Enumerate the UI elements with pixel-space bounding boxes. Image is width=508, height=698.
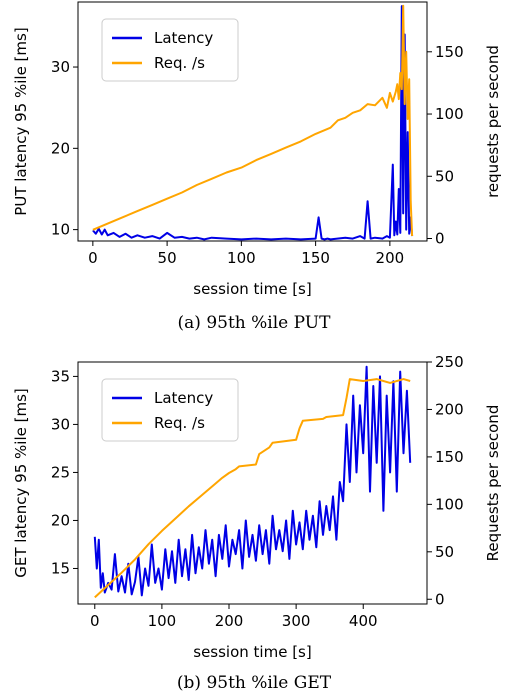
- figure-caption: (b) 95th %ile GET: [177, 673, 332, 693]
- y-right-tick-label: 100: [435, 495, 464, 513]
- x-tick-label: 300: [282, 612, 311, 630]
- x-tick-label: 200: [215, 612, 244, 630]
- y-right-tick-label: 50: [435, 167, 454, 185]
- x-tick-label: 200: [376, 249, 405, 267]
- series-line-requests: [92, 4, 414, 237]
- x-tick-label: 150: [301, 249, 330, 267]
- y-right-tick-label: 150: [435, 448, 464, 466]
- y-right-tick-label: 0: [435, 590, 445, 608]
- y-left-axis-label: GET latency 95 %ile [ms]: [12, 388, 30, 577]
- y-left-tick-label: 15: [51, 559, 70, 577]
- chart-get: 0 100 200 300 400 15 20 25 30 35 0 50 100 150 200 250 se…: [12, 353, 502, 693]
- y-right-tick-label: 100: [435, 105, 464, 123]
- x-tick-label: 0: [88, 249, 98, 267]
- y-left-tick-label: 30: [51, 58, 70, 76]
- x-tick-label: 0: [90, 612, 100, 630]
- y-left-tick-label: 30: [51, 415, 70, 433]
- y-left-axis-label: PUT latency 95 %ile [ms]: [12, 27, 30, 215]
- axes-frame: [77, 361, 428, 605]
- y-right-tick-label: 0: [435, 230, 445, 248]
- y-right-axis-label: Requests per second: [484, 405, 502, 562]
- y-left-tick-label: 10: [51, 221, 70, 239]
- y-right-axis-label: requests per second: [484, 45, 502, 198]
- x-tick-label: 100: [227, 249, 256, 267]
- chart-put: 0 50 100 150 200 10 20 30 0 50 100 150 session time …: [12, 1, 502, 333]
- legend-label-requests: Req. /s: [154, 414, 205, 432]
- legend: Latency Req. /s: [101, 18, 239, 82]
- plot-area: [93, 365, 412, 599]
- series-line-requests: [94, 378, 411, 599]
- y-left-tick-label: 35: [51, 367, 70, 385]
- x-tick-label: 50: [158, 249, 177, 267]
- legend-label-latency: Latency: [154, 29, 213, 47]
- y-left-tick-label: 20: [51, 139, 70, 157]
- y-left-tick-label: 20: [51, 511, 70, 529]
- series-line-latency: [92, 5, 414, 241]
- x-axis-label: session time [s]: [193, 280, 311, 298]
- y-right-tick-label: 150: [435, 43, 464, 61]
- axes-frame: [77, 1, 428, 242]
- legend-label-requests: Req. /s: [154, 54, 205, 72]
- figure-caption: (a) 95th %ile PUT: [178, 313, 332, 333]
- x-axis-label: session time [s]: [193, 643, 311, 661]
- plot-area: [92, 4, 414, 241]
- legend-box: [101, 18, 239, 82]
- series-line-latency: [93, 365, 412, 597]
- y-left-tick-label: 25: [51, 463, 70, 481]
- legend-label-latency: Latency: [154, 389, 213, 407]
- legend-box: [101, 378, 239, 442]
- x-tick-label: 100: [148, 612, 177, 630]
- y-right-tick-label: 250: [435, 353, 464, 371]
- y-right-tick-label: 50: [435, 543, 454, 561]
- y-right-tick-label: 200: [435, 400, 464, 418]
- legend: Latency Req. /s: [101, 378, 239, 442]
- x-tick-label: 400: [349, 612, 378, 630]
